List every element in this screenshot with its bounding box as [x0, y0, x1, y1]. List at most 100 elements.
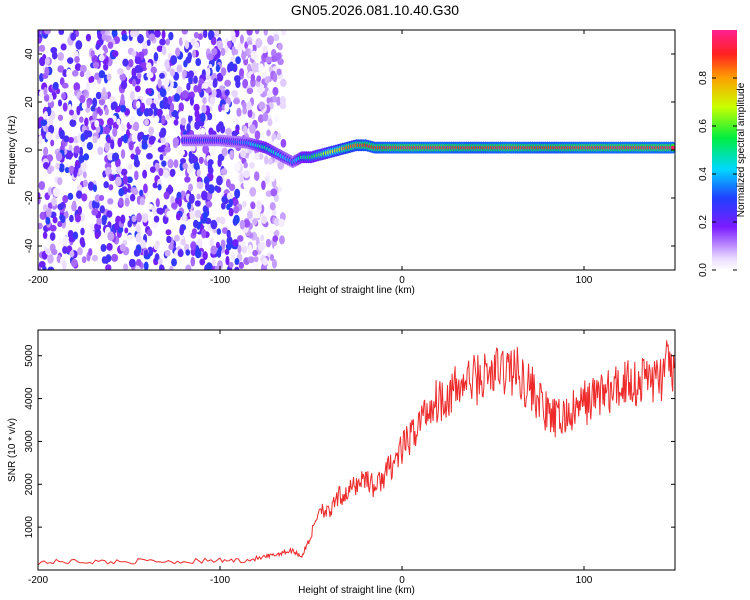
heatmap-cell [186, 166, 193, 175]
heatmap-cell [59, 129, 65, 140]
heatmap-cell [164, 59, 170, 69]
heatmap-cell [209, 237, 214, 248]
heatmap-cell [139, 189, 144, 197]
heatmap-cell [179, 225, 185, 236]
heatmap-cell [135, 258, 142, 268]
heatmap-cell [161, 160, 167, 167]
colorbar-tick-label: 0.2 [698, 215, 709, 229]
heatmap-cell [63, 135, 70, 143]
heatmap-cell [50, 139, 55, 147]
heatmap-cell [201, 82, 209, 89]
heatmap-cell [38, 30, 41, 35]
heatmap-cell [120, 93, 125, 103]
heatmap-cell [239, 173, 244, 183]
heatmap-cell [264, 76, 270, 84]
heatmap-cell [162, 96, 169, 104]
heatmap-cell [250, 73, 256, 82]
heatmap-cell [256, 75, 262, 82]
heatmap-cell [162, 101, 169, 110]
colorbar-ticks: 0.0 0.2 0.4 0.6 0.8 [698, 71, 737, 277]
heatmap-cell [235, 56, 241, 65]
heatmap-cell [187, 70, 195, 79]
heatmap-cell [250, 202, 256, 210]
heatmap-cell [38, 180, 46, 191]
heatmap-cell [64, 166, 70, 174]
heatmap-cell [111, 253, 119, 262]
heatmap-cell [254, 30, 260, 35]
heatmap-cell [160, 136, 166, 144]
heatmap-cell [144, 161, 151, 171]
snr-x-label: Height of straight line (km) [298, 585, 415, 596]
heatmap-cell [175, 47, 181, 57]
heatmap-cell [247, 244, 253, 254]
heatmap-cell [157, 146, 165, 153]
heatmap-cell [216, 40, 224, 51]
heatmap-cell [178, 102, 184, 113]
heatmap-cell [175, 212, 181, 221]
heatmap-cell [160, 265, 165, 270]
heatmap-cell [38, 44, 46, 52]
heatmap-cell [190, 241, 197, 250]
heatmap-cell [184, 40, 190, 50]
heatmap-cell [276, 132, 282, 141]
heatmap-cell [155, 197, 160, 208]
heatmap-cell [273, 139, 279, 148]
heatmap-cell [173, 159, 179, 169]
heatmap-cell [128, 141, 134, 151]
heatmap-cell [232, 239, 239, 247]
heatmap-cell [73, 82, 81, 92]
heatmap-cell [270, 175, 275, 182]
heatmap-cell [153, 215, 160, 223]
heatmap-cell [44, 30, 51, 35]
heatmap-cell [249, 187, 257, 197]
heatmap-cell [129, 90, 135, 101]
heatmap-cell [211, 47, 218, 56]
heatmap-cell [273, 115, 279, 124]
heatmap-cell [38, 56, 46, 67]
heatmap-cell [267, 89, 273, 98]
heatmap-cell [171, 202, 178, 210]
heatmap-cell [211, 258, 216, 267]
heatmap-cell [202, 96, 207, 104]
heatmap-cell [146, 62, 152, 70]
heatmap-cell [278, 218, 285, 228]
heatmap-cell [271, 49, 277, 58]
heatmap-cell [179, 158, 187, 165]
heatmap-cell [252, 63, 259, 73]
heatmap-cell [80, 227, 85, 236]
heatmap-cell [131, 215, 137, 223]
heatmap-cell [100, 30, 105, 35]
heatmap-cell [47, 266, 55, 270]
heatmap-cell [98, 70, 106, 79]
heatmap-cell [217, 260, 223, 270]
heatmap-cell [224, 45, 229, 53]
heatmap-cell [224, 248, 230, 255]
heatmap-cell [153, 97, 160, 105]
heatmap-cell [167, 159, 174, 169]
heatmap-cell [106, 242, 113, 251]
heatmap-cell [75, 159, 80, 167]
heatmap-cell [86, 100, 91, 109]
heatmap-cell [156, 207, 162, 214]
heatmap-cell [120, 123, 126, 132]
heatmap-cell [220, 168, 228, 176]
heatmap-cell [205, 200, 213, 208]
heatmap-cell [202, 211, 208, 220]
heatmap-cell [95, 43, 100, 50]
heatmap-cell [147, 107, 154, 117]
heatmap-cell [46, 208, 52, 218]
heatmap-cell [227, 63, 232, 73]
heatmap-cell [194, 120, 201, 130]
heatmap-cell [143, 183, 148, 194]
heatmap-cell [198, 156, 204, 164]
heatmap-cell [216, 249, 222, 258]
heatmap-cell [105, 264, 112, 270]
heatmap-cell [209, 96, 216, 105]
heatmap-cell [263, 30, 268, 36]
heatmap-cell [193, 75, 198, 84]
heatmap-cell [57, 52, 65, 61]
heatmap-cell [182, 162, 189, 170]
heatmap-cell [152, 182, 159, 189]
heatmap-cell [269, 223, 276, 233]
heatmap-cell [226, 236, 233, 246]
